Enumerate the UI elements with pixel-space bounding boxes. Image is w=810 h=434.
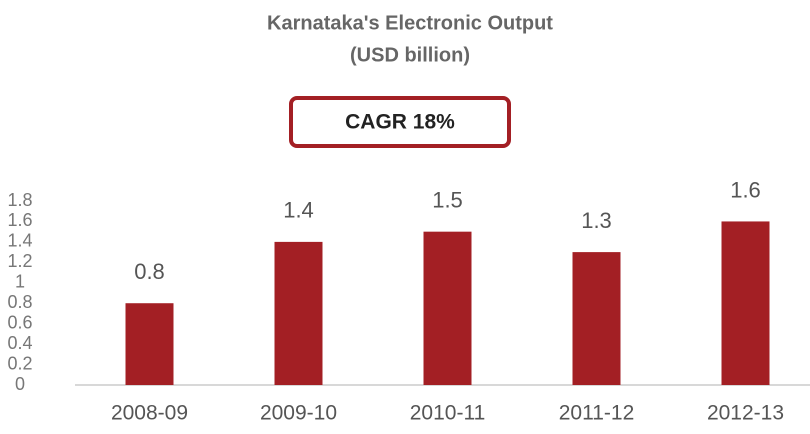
x-tick-label: 2011-12 [559,402,635,425]
y-tick-label: 1.4 [7,231,32,251]
y-tick-label: 1.6 [7,210,32,230]
value-label: 1.5 [432,187,463,212]
bar [125,303,174,385]
x-tick-label: 2009-10 [260,402,337,425]
chart-title: Karnataka's Electronic Output [267,12,553,34]
y-tick-label: 1.8 [7,190,32,210]
y-tick-label: 1 [15,272,25,292]
x-tick-label: 2012-13 [707,402,784,425]
bar [572,252,621,385]
annotation: CAGR 18% [345,111,455,134]
x-tick-label: 2010-11 [410,402,486,425]
x-tick-label: 2008-09 [111,402,188,425]
y-tick-label: 0.4 [7,333,32,353]
y-tick-label: 0.6 [7,312,32,332]
bar [721,221,770,385]
bar [423,231,472,385]
value-label: 1.6 [730,177,761,202]
annotation-box [289,96,511,148]
chart-subtitle: (USD billion) [350,44,470,66]
value-label: 0.8 [134,259,165,284]
y-tick-label: 1.2 [7,251,32,271]
y-tick-label: 0.8 [7,292,32,312]
y-tick-label: 0 [15,374,25,394]
y-tick-label: 0.2 [7,353,32,373]
value-label: 1.3 [581,208,612,233]
bar [274,241,323,385]
value-label: 1.4 [283,198,314,223]
